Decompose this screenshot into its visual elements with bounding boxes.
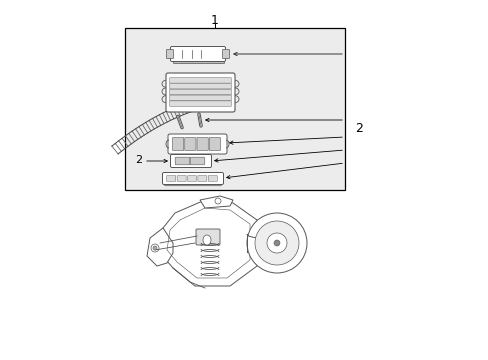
FancyBboxPatch shape bbox=[162, 172, 223, 185]
FancyBboxPatch shape bbox=[198, 176, 206, 181]
FancyBboxPatch shape bbox=[196, 229, 220, 245]
FancyBboxPatch shape bbox=[169, 95, 231, 100]
FancyBboxPatch shape bbox=[166, 50, 173, 59]
Text: 2: 2 bbox=[354, 122, 362, 135]
Bar bbox=[125, 28, 345, 190]
FancyBboxPatch shape bbox=[166, 176, 175, 181]
Polygon shape bbox=[160, 200, 257, 286]
FancyBboxPatch shape bbox=[164, 183, 221, 186]
FancyBboxPatch shape bbox=[170, 154, 211, 167]
FancyBboxPatch shape bbox=[184, 138, 196, 150]
FancyBboxPatch shape bbox=[187, 176, 196, 181]
FancyBboxPatch shape bbox=[177, 176, 186, 181]
FancyBboxPatch shape bbox=[197, 138, 208, 150]
FancyBboxPatch shape bbox=[172, 138, 183, 150]
Circle shape bbox=[273, 240, 280, 246]
FancyBboxPatch shape bbox=[173, 59, 224, 63]
Text: 1: 1 bbox=[211, 14, 219, 27]
FancyBboxPatch shape bbox=[222, 50, 229, 59]
FancyBboxPatch shape bbox=[209, 138, 220, 150]
Circle shape bbox=[153, 246, 157, 250]
FancyBboxPatch shape bbox=[169, 101, 231, 106]
FancyBboxPatch shape bbox=[175, 157, 189, 165]
FancyBboxPatch shape bbox=[165, 73, 235, 112]
Circle shape bbox=[254, 221, 298, 265]
FancyBboxPatch shape bbox=[208, 176, 217, 181]
FancyBboxPatch shape bbox=[170, 46, 225, 62]
Circle shape bbox=[151, 244, 159, 252]
Circle shape bbox=[246, 213, 306, 273]
Ellipse shape bbox=[203, 235, 210, 245]
Polygon shape bbox=[147, 228, 173, 266]
FancyBboxPatch shape bbox=[169, 89, 231, 95]
FancyBboxPatch shape bbox=[169, 84, 231, 89]
FancyBboxPatch shape bbox=[168, 134, 226, 154]
FancyBboxPatch shape bbox=[190, 157, 204, 165]
Circle shape bbox=[215, 198, 221, 204]
Polygon shape bbox=[200, 196, 232, 208]
Text: 2: 2 bbox=[135, 155, 142, 165]
Circle shape bbox=[266, 233, 286, 253]
FancyBboxPatch shape bbox=[169, 78, 231, 83]
